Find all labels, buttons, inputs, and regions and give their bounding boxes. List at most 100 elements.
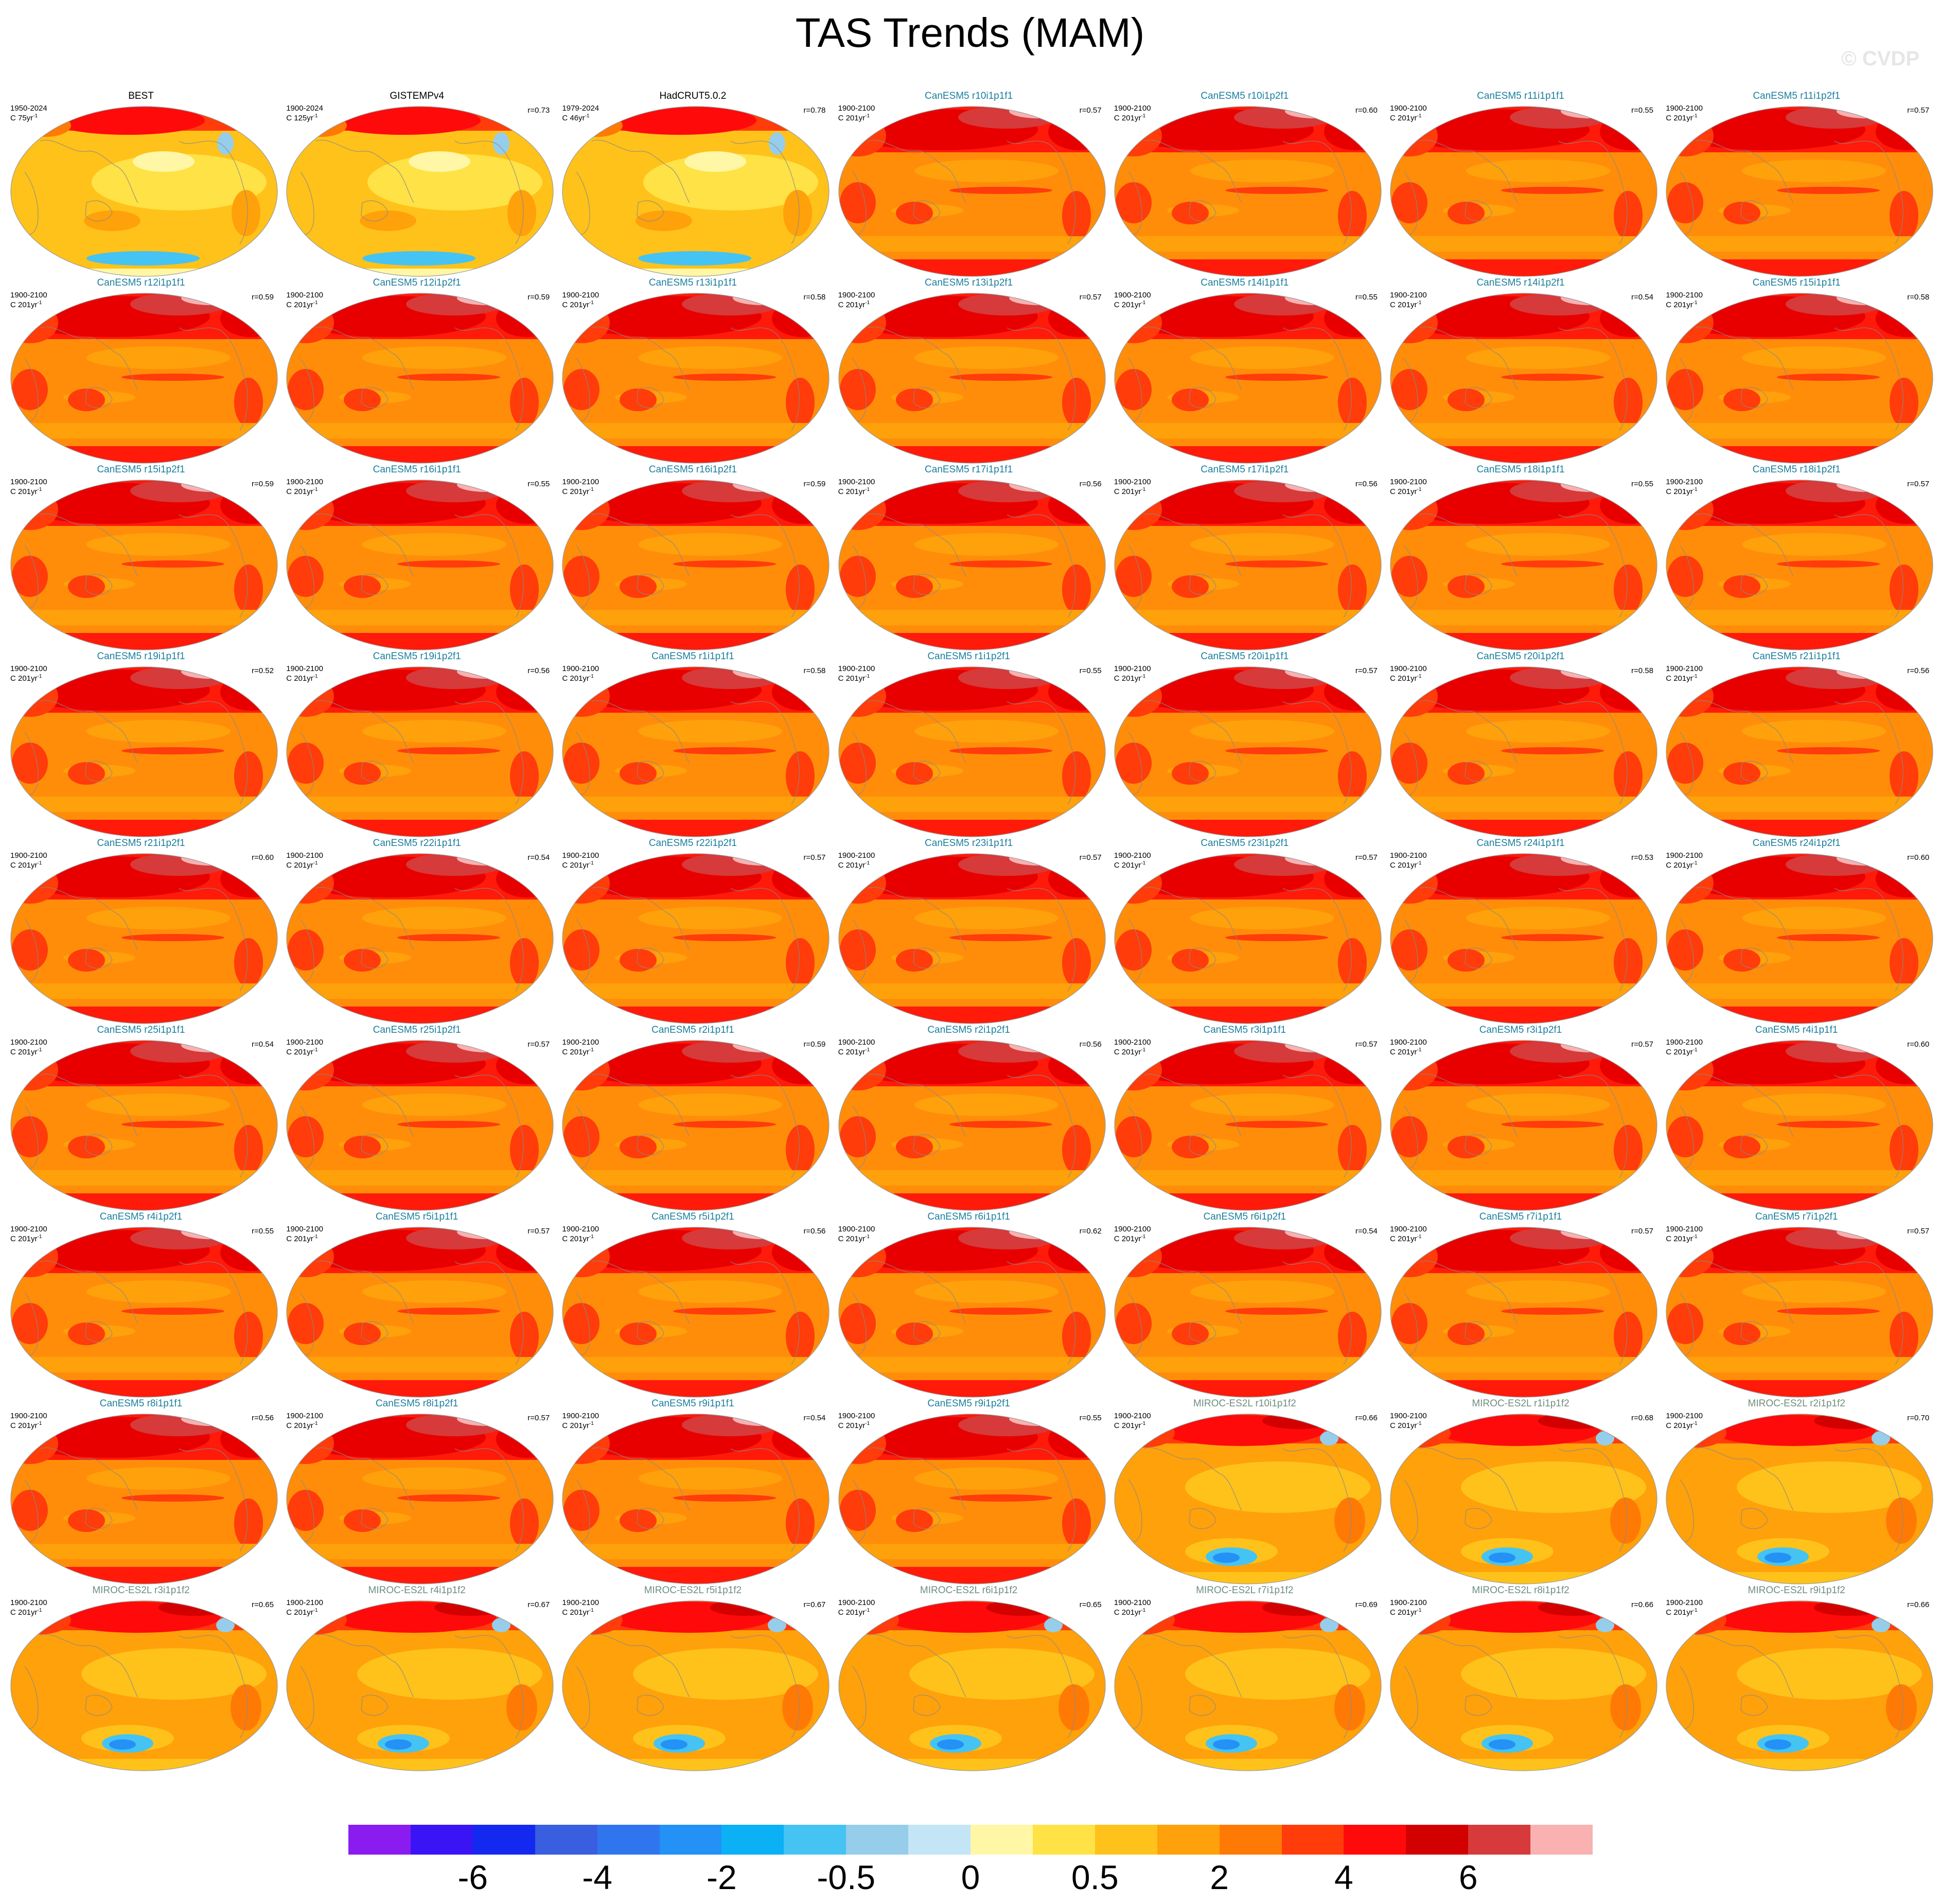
antarctic-band <box>1666 1193 1933 1210</box>
map-outline <box>1666 293 1933 464</box>
panel-unit: C 201yr-1 <box>286 860 318 870</box>
panel-unit: C 201yr-1 <box>1390 113 1422 122</box>
panel-correlation: r=0.54 <box>252 1040 274 1049</box>
australia <box>68 1509 105 1532</box>
panel-correlation: r=0.59 <box>803 1040 826 1049</box>
africa <box>12 1303 48 1344</box>
australia <box>1723 949 1761 972</box>
panel-title: CanESM5 r23i1p2f1 <box>1201 838 1289 849</box>
southern-ocean <box>287 1357 554 1372</box>
southern-ocean <box>1114 423 1381 438</box>
trend-map <box>10 666 278 837</box>
north-pacific <box>684 151 747 172</box>
map-panel: CanESM5 r14i1p2f1 1900-2100 C 201yr-1 r=0.5… <box>1383 277 1659 465</box>
arctic-max <box>158 1601 231 1616</box>
map-panel: CanESM5 r6i1p2f1 1900-2100 C 201yr-1 r=0.54 <box>1107 1211 1383 1399</box>
coastline <box>300 326 524 431</box>
map-outline <box>286 1040 554 1211</box>
labrador-patch <box>1596 1618 1614 1632</box>
south-america <box>786 938 815 988</box>
cooling-core <box>1212 1739 1240 1750</box>
colorbar <box>348 1825 1593 1855</box>
panel-correlation: r=0.69 <box>1355 1600 1378 1609</box>
australia <box>895 949 933 972</box>
arctic-max <box>1538 1414 1610 1429</box>
panel-unit: C 201yr-1 <box>1390 860 1422 870</box>
subtropical-band <box>86 346 231 369</box>
africa <box>839 369 876 410</box>
southern-ocean <box>1390 1357 1657 1372</box>
equatorial-pacific <box>949 1308 1052 1315</box>
subtropical-band <box>362 1094 507 1116</box>
australia <box>1171 949 1209 972</box>
labrador-patch <box>216 1618 235 1632</box>
equatorial-pacific <box>1225 1121 1328 1128</box>
panel-unit: C 201yr-1 <box>1114 1421 1146 1430</box>
south-america <box>1334 1684 1365 1731</box>
panel-correlation: r=0.60 <box>1355 106 1378 115</box>
tropical-pacific <box>1737 1648 1923 1700</box>
subtropical-band <box>86 720 231 743</box>
panel-title: CanESM5 r21i1p2f1 <box>97 838 185 849</box>
panel-unit: C 201yr-1 <box>1114 1608 1146 1617</box>
southern-ocean <box>1390 1170 1657 1186</box>
africa <box>1115 743 1152 784</box>
map-outline <box>1114 1600 1382 1771</box>
coastline <box>1404 1073 1628 1178</box>
panel-title: CanESM5 r18i1p2f1 <box>1752 464 1841 475</box>
trend-map <box>562 853 830 1024</box>
australia <box>344 762 381 785</box>
panel-unit: C 201yr-1 <box>562 1421 594 1430</box>
subtropical-band <box>1742 1280 1886 1303</box>
southern-ocean <box>287 797 554 812</box>
panel-correlation: r=0.55 <box>1631 480 1653 488</box>
arctic-max <box>1262 1601 1334 1616</box>
cooling-core <box>109 1739 136 1750</box>
coastline <box>1128 887 1352 992</box>
map-panel: CanESM5 r17i1p1f1 1900-2100 C 201yr-1 r=0.5… <box>831 464 1107 652</box>
panel-unit: C 201yr-1 <box>10 1421 42 1430</box>
southern-ocean <box>562 1357 830 1372</box>
south-america <box>786 1125 815 1174</box>
southern-ocean <box>11 1544 277 1559</box>
cooling-core <box>661 1739 688 1750</box>
subtropical-band <box>1466 533 1610 556</box>
panel-unit: C 201yr-1 <box>286 1421 318 1430</box>
panel-correlation: r=0.56 <box>803 1227 826 1236</box>
trend-map <box>838 106 1106 277</box>
south-america <box>1890 565 1919 614</box>
subtropical-band <box>362 533 507 556</box>
coastline <box>1680 1073 1903 1178</box>
tropical-pacific <box>1737 1461 1923 1513</box>
antarctic-band <box>287 633 554 650</box>
trend-map <box>838 853 1106 1024</box>
trend-map <box>286 1414 554 1584</box>
antarctic-band <box>562 446 830 463</box>
panel-unit: C 201yr-1 <box>1390 1608 1422 1617</box>
africa <box>1667 929 1704 971</box>
coastline <box>852 887 1076 992</box>
cooling-core <box>1212 1553 1240 1563</box>
southern-ocean <box>11 423 277 438</box>
south-america <box>234 378 263 427</box>
south-america <box>1337 938 1367 988</box>
panel-unit: C 201yr-1 <box>1666 1608 1698 1617</box>
colorbar-box <box>971 1825 1033 1855</box>
panel-title: CanESM5 r15i1p1f1 <box>1752 277 1841 288</box>
trend-map <box>838 480 1106 650</box>
panel-correlation: r=0.55 <box>1631 106 1653 115</box>
southern-ocean <box>838 423 1105 438</box>
coastline <box>576 513 800 618</box>
panel-correlation: r=0.68 <box>1631 1414 1653 1422</box>
map-panel: CanESM5 r5i1p2f1 1900-2100 C 201yr-1 r=0.56 <box>555 1211 831 1399</box>
australia <box>620 949 657 972</box>
antarctic-band <box>1114 820 1381 837</box>
equatorial-pacific <box>397 560 501 568</box>
coastline <box>852 1634 1076 1739</box>
antarctic-band <box>562 1380 830 1397</box>
map-outline <box>1666 1600 1933 1771</box>
south-america <box>1890 191 1919 240</box>
coastline <box>1680 326 1903 431</box>
north-pacific <box>133 151 195 172</box>
subtropical-band <box>1742 907 1886 929</box>
